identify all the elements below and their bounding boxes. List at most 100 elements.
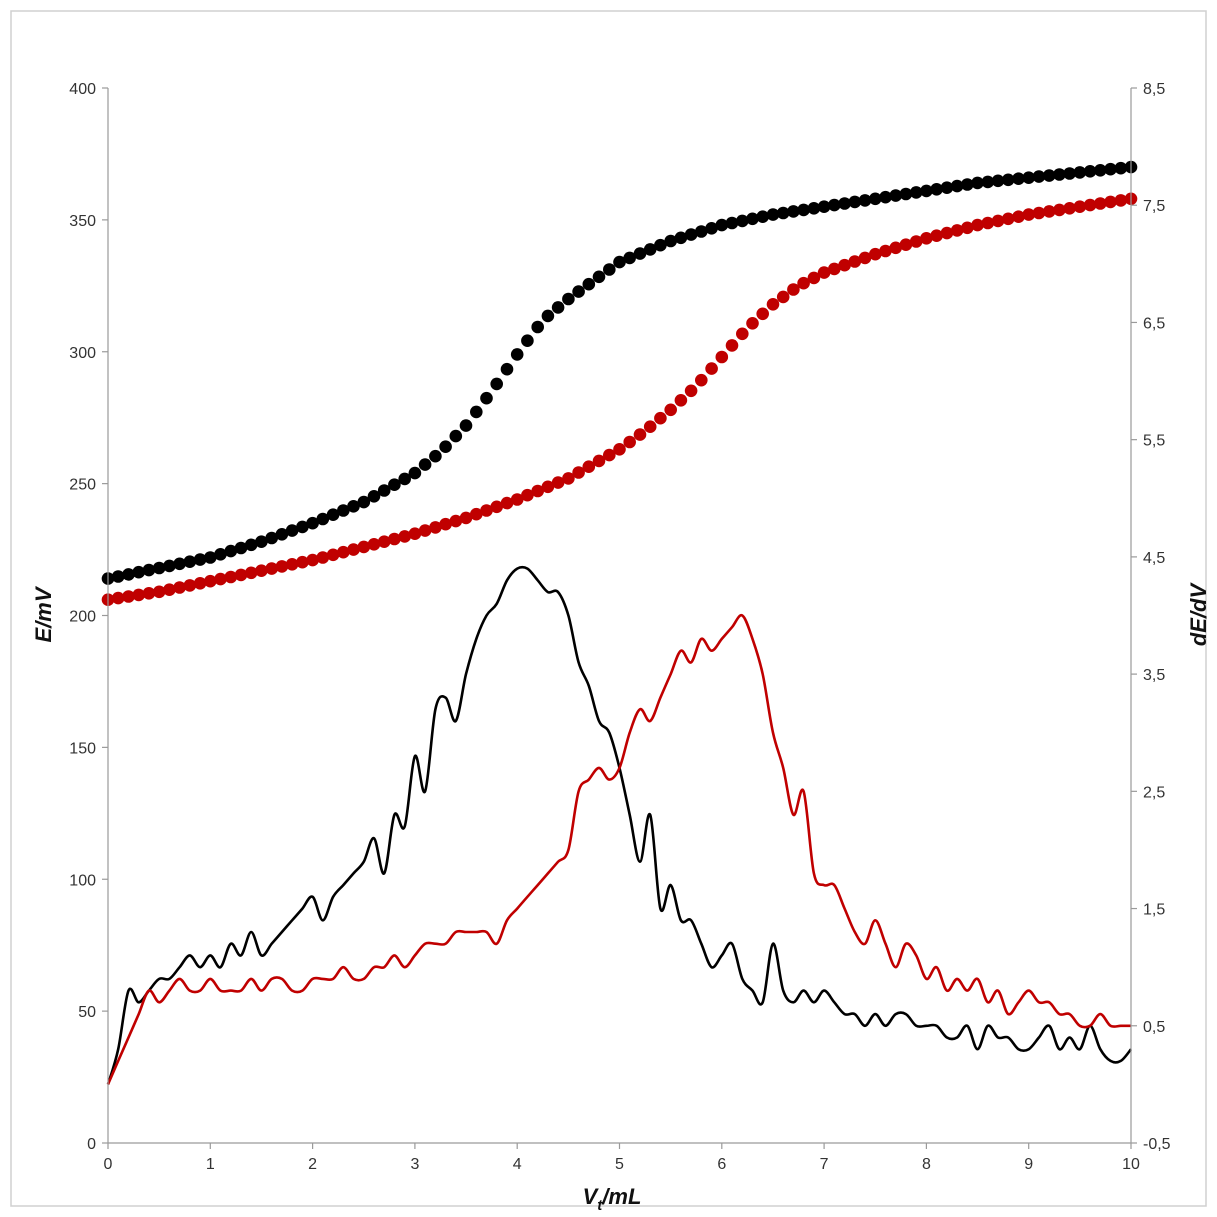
data-point xyxy=(193,553,207,566)
data-point xyxy=(756,210,769,223)
data-point xyxy=(551,476,565,489)
right-y-tick-label: 5,5 xyxy=(1143,433,1165,450)
data-point xyxy=(1073,166,1087,179)
data-point xyxy=(132,565,145,579)
data-point xyxy=(1104,162,1117,176)
x-axis-title-sub: t xyxy=(597,1197,603,1212)
data-point xyxy=(592,454,606,468)
left-y-tick-label: 200 xyxy=(69,609,96,626)
data-point xyxy=(776,206,790,220)
data-point xyxy=(142,587,156,600)
data-point xyxy=(879,190,892,204)
data-point xyxy=(991,214,1005,228)
x-tick-label: 0 xyxy=(104,1156,113,1173)
data-point xyxy=(132,588,145,602)
right-y-tick-label: 8,5 xyxy=(1143,81,1165,98)
left-y-tick-label: 400 xyxy=(69,81,96,98)
data-point xyxy=(940,181,954,194)
data-point xyxy=(398,530,412,543)
data-point xyxy=(173,557,186,571)
data-point xyxy=(940,226,954,240)
data-point xyxy=(377,484,391,497)
data-point xyxy=(1022,171,1035,184)
data-point xyxy=(388,532,401,546)
data-point xyxy=(991,174,1005,188)
data-point xyxy=(296,520,309,534)
right-y-tick-label: 2,5 xyxy=(1143,784,1165,801)
data-point xyxy=(1032,206,1046,220)
x-tick-label: 1 xyxy=(206,1156,215,1173)
data-point xyxy=(551,301,565,314)
data-point xyxy=(858,194,872,207)
data-point xyxy=(296,555,309,569)
data-point xyxy=(1012,172,1025,185)
data-point xyxy=(961,178,974,191)
data-point xyxy=(961,221,974,235)
data-point xyxy=(787,283,800,296)
data-point xyxy=(725,216,739,230)
data-point xyxy=(613,255,626,269)
data-point xyxy=(715,218,729,232)
data-point xyxy=(807,202,821,215)
data-point xyxy=(797,276,810,290)
data-point xyxy=(736,327,749,341)
data-point xyxy=(736,214,749,228)
data-point xyxy=(429,449,442,463)
data-point xyxy=(858,251,872,265)
x-tick-label: 7 xyxy=(820,1156,829,1173)
data-point xyxy=(377,535,391,548)
data-point xyxy=(613,443,626,456)
data-point xyxy=(183,579,197,592)
data-point xyxy=(643,420,657,434)
data-point xyxy=(285,558,299,571)
data-point xyxy=(582,460,596,474)
marks-layer xyxy=(101,160,1138,1085)
data-point xyxy=(470,507,483,521)
data-point xyxy=(408,466,422,480)
data-point xyxy=(1001,173,1015,187)
data-point xyxy=(633,247,647,260)
left-y-tick-label: 150 xyxy=(69,740,96,757)
data-point xyxy=(889,241,902,255)
data-point xyxy=(459,511,473,525)
data-point xyxy=(674,231,688,245)
potential-series-black xyxy=(101,160,1138,585)
data-point xyxy=(981,175,995,189)
data-point xyxy=(265,531,279,545)
data-point xyxy=(367,490,381,503)
right-y-tick-label: -0,5 xyxy=(1143,1136,1171,1153)
data-point xyxy=(654,411,667,425)
data-point xyxy=(971,176,984,190)
data-point xyxy=(480,391,493,405)
derivative-curve-red xyxy=(106,613,1131,1085)
right-y-tick-label: 3,5 xyxy=(1143,667,1165,684)
data-point xyxy=(500,496,514,510)
data-point xyxy=(388,478,401,492)
data-point xyxy=(909,235,923,248)
x-tick-label: 8 xyxy=(922,1156,931,1173)
data-point xyxy=(265,562,279,575)
data-point xyxy=(746,212,759,226)
data-point xyxy=(582,277,596,291)
data-point xyxy=(357,540,371,554)
data-point xyxy=(695,373,708,387)
data-point xyxy=(623,435,636,449)
data-point xyxy=(111,570,125,583)
data-point xyxy=(920,184,933,198)
data-point xyxy=(654,238,667,252)
data-point xyxy=(766,298,780,311)
data-point xyxy=(899,187,913,201)
data-point xyxy=(418,524,432,537)
left-y-tick-label: 250 xyxy=(69,477,96,494)
data-point xyxy=(541,309,555,323)
data-point xyxy=(275,560,289,573)
data-point xyxy=(470,405,483,419)
data-point xyxy=(1094,197,1107,210)
data-point xyxy=(1042,169,1056,182)
data-point xyxy=(316,551,330,564)
data-point xyxy=(275,528,289,541)
data-point xyxy=(459,419,473,432)
data-point xyxy=(623,251,636,265)
